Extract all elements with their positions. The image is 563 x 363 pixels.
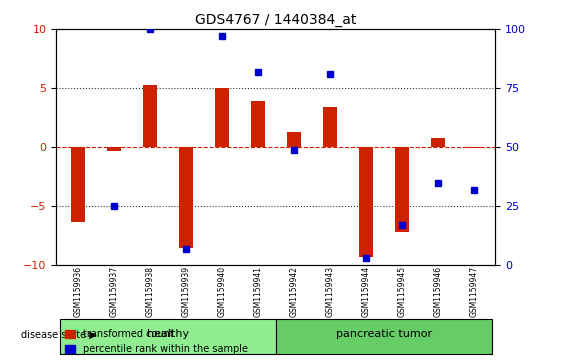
Text: GSM1159936: GSM1159936: [73, 266, 82, 317]
Bar: [467, 147, 481, 148]
Text: GSM1159939: GSM1159939: [181, 266, 190, 317]
Text: GSM1159945: GSM1159945: [397, 266, 406, 317]
Text: GSM1159937: GSM1159937: [109, 266, 118, 317]
Title: GDS4767 / 1440384_at: GDS4767 / 1440384_at: [195, 13, 356, 26]
Bar: [215, 88, 229, 147]
Bar: [431, 138, 445, 147]
Bar: [287, 132, 301, 147]
Text: GSM1159947: GSM1159947: [470, 266, 479, 317]
Text: pancreatic tumor: pancreatic tumor: [336, 330, 432, 339]
Text: GSM1159938: GSM1159938: [145, 266, 154, 317]
Bar: [323, 107, 337, 147]
Text: GSM1159944: GSM1159944: [361, 266, 370, 317]
FancyBboxPatch shape: [60, 319, 276, 354]
Text: GSM1159940: GSM1159940: [217, 266, 226, 317]
Bar: [71, 147, 85, 222]
Text: disease state ▶: disease state ▶: [21, 330, 97, 339]
Text: GSM1159941: GSM1159941: [253, 266, 262, 317]
Bar: [178, 147, 193, 248]
Bar: [359, 147, 373, 257]
Text: GSM1159943: GSM1159943: [325, 266, 334, 317]
Bar: [107, 147, 121, 151]
Bar: [395, 147, 409, 232]
FancyBboxPatch shape: [276, 319, 492, 354]
Legend: transformed count, percentile rank within the sample: transformed count, percentile rank withi…: [61, 326, 252, 358]
Bar: [251, 101, 265, 147]
Bar: [142, 85, 157, 147]
Text: GSM1159946: GSM1159946: [434, 266, 443, 317]
Text: GSM1159942: GSM1159942: [289, 266, 298, 317]
Text: healthy: healthy: [147, 330, 189, 339]
